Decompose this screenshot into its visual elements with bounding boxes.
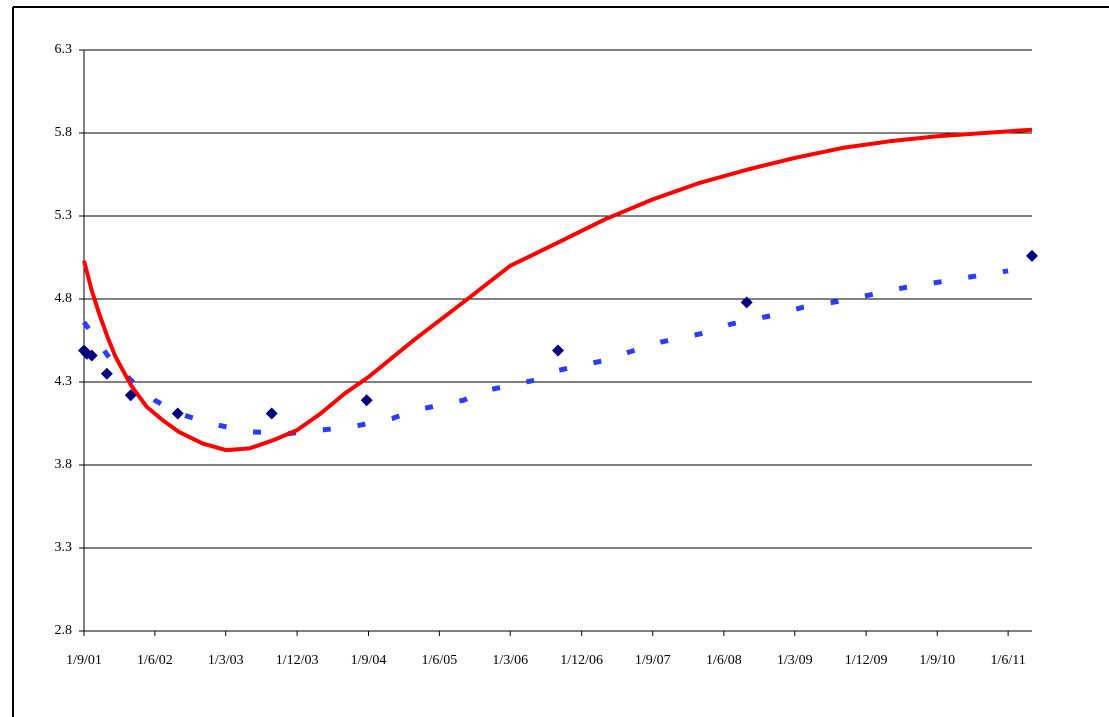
x-tick-label: 1/9/07 xyxy=(635,653,671,668)
x-tick-label: 1/9/10 xyxy=(919,653,955,668)
y-tick-label: 6.3 xyxy=(55,42,73,57)
x-tick-label: 1/3/03 xyxy=(208,653,244,668)
data-point xyxy=(85,349,98,362)
x-tick-label: 1/12/09 xyxy=(845,653,888,668)
data-point xyxy=(100,367,113,380)
y-tick-label: 4.8 xyxy=(55,291,73,306)
x-tick-label: 1/3/06 xyxy=(492,653,528,668)
y-tick-label: 3.3 xyxy=(55,540,73,555)
data-point xyxy=(124,389,137,402)
data-point xyxy=(552,344,564,357)
data-point xyxy=(171,407,184,420)
x-tick-label: 1/6/08 xyxy=(706,653,742,668)
x-tick-label: 1/9/01 xyxy=(66,653,102,668)
series-line xyxy=(81,268,1009,436)
x-tick-label: 1/12/06 xyxy=(560,653,603,668)
data-point xyxy=(1026,249,1038,262)
data-point xyxy=(740,296,753,309)
y-tick-label: 5.8 xyxy=(55,125,73,140)
x-tick-label: 1/6/02 xyxy=(137,653,173,668)
y-tick-label: 3.8 xyxy=(55,457,73,472)
data-point xyxy=(360,394,373,407)
x-tick-label: 1/6/11 xyxy=(990,653,1025,668)
data-point xyxy=(265,407,278,420)
x-tick-label: 1/3/09 xyxy=(777,653,813,668)
x-tick-label: 1/6/05 xyxy=(421,653,457,668)
y-tick-label: 4.3 xyxy=(55,374,73,389)
x-tick-label: 1/9/04 xyxy=(351,653,387,668)
x-tick-label: 1/12/03 xyxy=(276,653,319,668)
y-tick-label: 2.8 xyxy=(55,623,73,638)
series-line xyxy=(82,127,1033,453)
y-tick-label: 5.3 xyxy=(55,208,73,223)
